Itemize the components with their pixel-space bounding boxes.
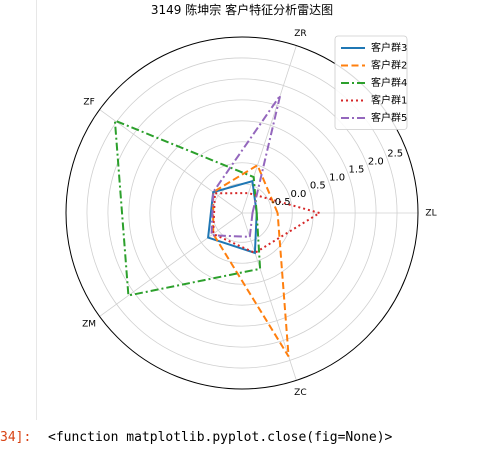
axis-label: ZF [83,97,94,107]
radial-tick-label: 2.0 [368,157,384,168]
legend-label: 客户群2 [371,59,407,72]
series-line [212,192,321,255]
radar-series [113,94,321,358]
axis-label: ZM [82,320,96,330]
radial-tick-label: 0.5 [310,181,326,192]
legend-label: 客户群1 [371,94,407,107]
legend-box [334,35,408,130]
polar-frame [65,36,419,390]
cell-output: <function matplotlib.pyplot.close(fig=No… [48,430,393,445]
axis-label: ZC [294,388,306,398]
radar-grid [65,36,419,390]
series-line [210,94,282,238]
legend-label: 客户群5 [371,111,407,124]
series-line [207,179,258,255]
cell-prompt: 34]: [0,430,32,445]
radar-chart-figure: 3149 陈坤宗 客户特征分析雷达图 -0.5 0.0 0.5 1.0 1.5 2.0 2.… [40,0,486,420]
series-line [212,163,290,358]
radial-tick-label: -0.5 [271,197,291,208]
axis-spoke [99,109,243,214]
axis-spoke [241,45,297,214]
chart-title: 3149 陈坤宗 客户特征分析雷达图 [151,2,333,17]
cell-divider [36,0,37,420]
axis-spoke [241,212,297,381]
radial-tick-label: 2.5 [387,149,403,160]
series-line [113,119,262,297]
cell-gutter [0,0,36,459]
radar-chart: 3149 陈坤宗 客户特征分析雷达图 -0.50.0 0.51.0 1.52.02.… [65,2,437,398]
legend-label: 客户群3 [371,41,407,54]
axis-label: ZR [294,29,306,39]
radial-tick-label: 1.0 [329,173,345,184]
radial-tick-label: 0.0 [290,189,306,200]
radar-labels: -0.50.0 0.51.0 1.52.02.5 ZL ZR ZF ZM ZC [82,29,436,398]
axis-label: ZL [425,209,436,219]
legend-label: 客户群4 [371,76,407,89]
axis-spoke [99,212,243,317]
radial-tick-label: 1.5 [349,165,365,176]
chart-legend: 客户群3 客户群2 客户群4 客户群1 客户群5 [334,35,408,130]
